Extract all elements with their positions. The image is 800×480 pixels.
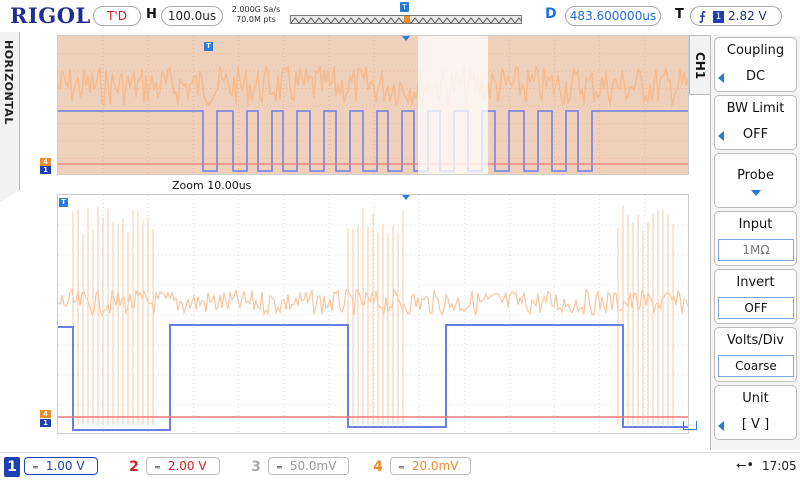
zoom-timebase-label: Zoom 10.00us [172, 179, 252, 192]
zoom-channel-4-offset-marker[interactable]: 4 [40, 410, 51, 418]
zoom-waveform-area[interactable] [57, 194, 689, 434]
trigger-level: 2.82 V [728, 9, 767, 23]
channel-1-number: 1 [4, 457, 20, 477]
trigger-time-marker-icon [402, 36, 410, 41]
menu-unit-arrow-icon [718, 421, 724, 431]
memory-view-window[interactable] [404, 16, 410, 23]
menu-probe-expand-icon [751, 190, 761, 196]
dc-coupling-icon: ═ [399, 463, 404, 472]
channel-4-status[interactable]: 4 ═ 20.0mV [370, 457, 472, 477]
menu-probe-title: Probe [737, 168, 774, 183]
zoom-waveform-plot [58, 195, 688, 433]
system-clock: 17:05 [762, 459, 797, 473]
menu-input[interactable]: Input 1MΩ [714, 211, 797, 266]
zoom-trigger-marker-icon: T [59, 198, 68, 207]
menu-volts-div[interactable]: Volts/Div Coarse [714, 327, 797, 382]
top-status-bar: RIGOL T'D H 100.0us 2.000G Sa/s 70.0M pt… [0, 0, 800, 32]
menu-input-title: Input [738, 217, 773, 232]
delay-label: D [545, 6, 557, 22]
channel-2-status[interactable]: 2 ═ 2.00 V [126, 457, 220, 477]
trigger-marker-icon: T [204, 42, 213, 51]
menu-bw-limit[interactable]: BW Limit OFF [714, 95, 797, 150]
zoom-window-region [418, 36, 488, 174]
horizontal-menu-label: HORIZONTAL [2, 40, 15, 125]
menu-coupling[interactable]: Coupling DC [714, 37, 797, 92]
ch1-menu-label: CH1 [693, 52, 707, 80]
sample-rate: 2.000G Sa/s [231, 5, 281, 14]
menu-invert-title: Invert [736, 275, 775, 290]
acquisition-info: 2.000G Sa/s 70.0M pts [228, 5, 284, 25]
menu-invert-value-box: OFF [718, 297, 794, 319]
trigger-settings[interactable]: ⨍ 1 2.82 V [690, 6, 782, 26]
menu-unit[interactable]: Unit [ V ] [714, 385, 797, 440]
overview-waveform-plot [58, 36, 688, 174]
menu-coupling-arrow-icon [718, 73, 724, 83]
menu-coupling-value: DC [745, 69, 766, 84]
menu-bw-limit-value: OFF [742, 127, 769, 142]
dc-coupling-icon: ═ [277, 463, 282, 472]
channel-2-scale: 2.00 V [167, 459, 207, 473]
menu-unit-title: Unit [742, 391, 769, 406]
trigger-label: T [675, 7, 684, 22]
menu-invert-value: OFF [744, 301, 768, 315]
channel-1-offset-marker[interactable]: 1 [40, 166, 51, 174]
menu-coupling-title: Coupling [726, 43, 785, 58]
trigger-source-badge: 1 [713, 11, 724, 23]
menu-invert[interactable]: Invert OFF [714, 269, 797, 324]
channel-4-scale: 20.0mV [411, 459, 459, 473]
menu-unit-value: [ V ] [741, 417, 770, 432]
channel-3-status[interactable]: 3 ═ 50.0mV [248, 457, 350, 477]
menu-input-value-box: 1MΩ [718, 239, 794, 261]
dc-coupling-icon: ═ [33, 463, 38, 472]
menu-bw-limit-title: BW Limit [726, 101, 785, 116]
memory-depth: 70.0M pts [236, 15, 276, 24]
menu-volts-div-title: Volts/Div [726, 333, 784, 348]
trigger-position-icon: T [400, 2, 409, 12]
menu-volts-div-value-box: Coarse [718, 355, 794, 377]
timebase-value[interactable]: 100.0us [161, 6, 223, 26]
brand-logo: RIGOL [10, 3, 91, 28]
usb-icon: ⭠• [736, 458, 755, 473]
channel-1-trace [58, 110, 688, 172]
zoom-trigger-time-marker-icon [402, 195, 410, 200]
trigger-level-marker-icon [683, 421, 697, 430]
channel-4-offset-marker[interactable]: 4 [40, 158, 51, 166]
channel-3-number: 3 [251, 459, 261, 475]
horizontal-menu-tab[interactable] [0, 32, 20, 190]
rising-edge-icon: ⨍ [699, 9, 706, 23]
channel-2-number: 2 [129, 459, 139, 475]
channel-status-bar: 1 ═ 1.00 V 2 ═ 2.00 V 3 ═ 50.0mV 4 ═ 20.0mV [0, 452, 800, 480]
zoom-channel-1-offset-marker[interactable]: 1 [40, 419, 51, 427]
menu-input-value: 1MΩ [742, 243, 770, 257]
delay-value[interactable]: 483.600000us [565, 6, 661, 26]
channel-4-trace [58, 64, 688, 107]
horizontal-tab-pointer [0, 190, 20, 202]
run-state-indicator[interactable]: T'D [93, 6, 141, 26]
channel-1-trace [58, 324, 688, 431]
memory-position-bar[interactable] [290, 15, 522, 24]
menu-probe[interactable]: Probe [714, 153, 797, 208]
channel-3-scale: 50.0mV [289, 459, 337, 473]
overview-waveform-area[interactable] [57, 35, 689, 175]
menu-volts-div-value: Coarse [735, 359, 777, 373]
dc-coupling-icon: ═ [155, 463, 160, 472]
channel-1-status[interactable]: 1 ═ 1.00 V [4, 457, 98, 477]
channel-1-scale: 1.00 V [45, 459, 85, 473]
horizontal-label: H [146, 7, 157, 22]
channel-4-trace [58, 287, 688, 317]
channel-4-number: 4 [373, 459, 383, 475]
menu-bw-limit-arrow-icon [718, 131, 724, 141]
